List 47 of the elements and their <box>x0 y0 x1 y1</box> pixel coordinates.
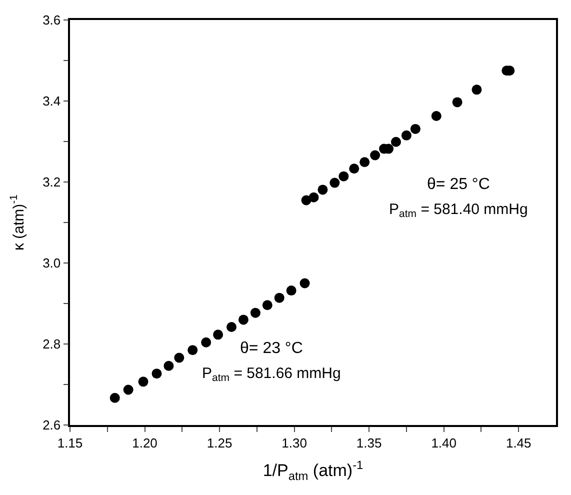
annotation: θ= 25 °C <box>427 176 490 193</box>
point <box>274 292 284 303</box>
point <box>164 360 174 371</box>
point <box>401 130 412 140</box>
point <box>174 352 184 363</box>
point <box>262 300 272 310</box>
text: 1.20 <box>132 435 158 450</box>
text: 1.40 <box>431 435 457 450</box>
point <box>330 178 340 188</box>
x-tick-label: 1.35 <box>356 435 382 450</box>
point <box>226 322 236 332</box>
point <box>238 314 248 325</box>
point <box>318 184 328 195</box>
text: 3.0 <box>42 256 61 271</box>
y-tick-label: 3.6 <box>42 12 61 28</box>
point <box>370 150 380 160</box>
text: 1.30 <box>282 435 307 450</box>
point <box>308 192 319 202</box>
y-tick-label: 2.6 <box>42 418 61 433</box>
point <box>360 157 370 168</box>
point <box>300 278 310 288</box>
annotation: P$_{atm}$ = 581.66 mmHg <box>202 365 341 384</box>
point <box>431 110 442 121</box>
x-tick-label: 1.45 <box>506 435 532 450</box>
x-tick-label: 1.25 <box>206 435 232 450</box>
annotation: P$_{atm}$ = 581.40 mmHg <box>389 201 528 220</box>
point <box>390 136 401 147</box>
point <box>410 124 420 134</box>
point <box>338 171 349 182</box>
point <box>138 376 148 387</box>
point <box>452 97 462 108</box>
point <box>188 345 198 356</box>
y-tick-label: 3.4 <box>42 94 61 109</box>
y-tick-label: 2.8 <box>42 336 61 352</box>
point <box>213 330 224 340</box>
y-tick-label: 3.2 <box>42 174 61 190</box>
point <box>250 308 260 318</box>
point <box>472 84 482 95</box>
x-axis-title: 1/P$_{atm}$ (atm)$^{-1}$ <box>262 458 364 483</box>
point <box>286 286 296 296</box>
point <box>201 337 212 348</box>
point <box>110 392 120 403</box>
annotation: θ= 23 °C <box>240 340 303 357</box>
point <box>152 368 162 379</box>
x-tick-label: 1.15 <box>57 435 83 450</box>
point <box>123 384 134 395</box>
point <box>349 164 360 174</box>
